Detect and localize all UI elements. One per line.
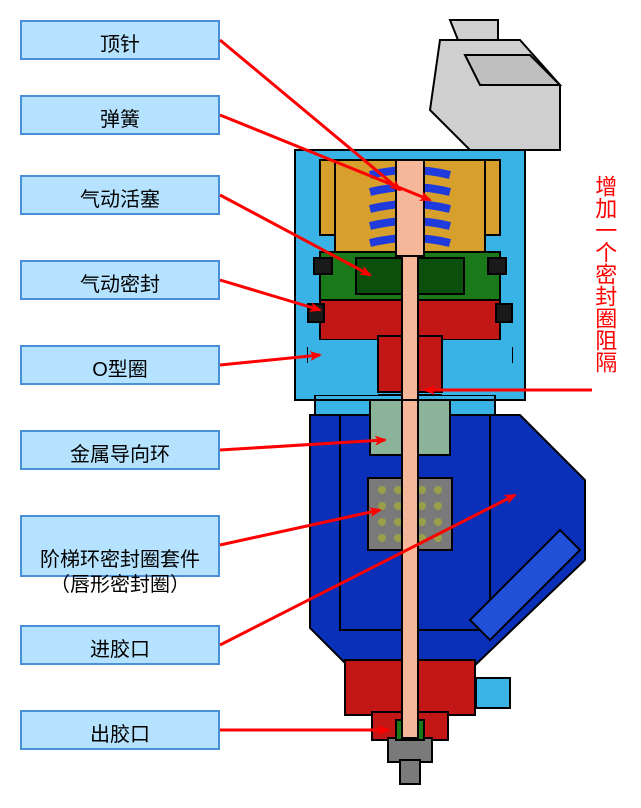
label-spring-text: 弹簧 [100,109,140,131]
part-pneu-seal-l [308,304,324,322]
arrow-pneu-piston [220,195,370,275]
label-o-ring-text: O型圈 [92,359,148,381]
label-glue-in: 进胶口 [20,625,220,665]
part-upper-body [295,150,525,415]
arrow-step-seal [220,510,380,545]
part-o-ring-r [498,348,512,362]
part-needle [402,252,418,738]
side-annotation: 增加一个密封圈阻隔 [592,175,616,373]
part-bottom-valve [345,660,475,740]
part-o-ring-l [308,348,322,362]
label-thimble-text: 顶针 [100,34,140,56]
arrow-guide-ring [220,440,385,450]
part-pneu-seal-r [496,304,512,322]
label-pneu-seal-text: 气动密封 [80,274,160,296]
label-glue-out-text: 出胶口 [90,724,150,746]
part-spring [370,170,450,243]
label-step-seal-text: 阶梯环密封圈套件 （唇形密封圈） [40,549,200,596]
arrow-glue-in [220,495,515,645]
label-pneu-seal: 气动密封 [20,260,220,300]
part-inlet-bore [470,530,580,640]
arrow-thimble [220,40,400,190]
arrow-pneu-seal [220,280,320,310]
label-pneu-piston: 气动活塞 [20,175,220,215]
part-lower-body [310,415,585,670]
part-piston [314,252,506,300]
label-glue-in-text: 进胶口 [90,639,150,661]
part-guide-ring [370,400,450,455]
arrow-spring [220,115,430,200]
label-step-seal: 阶梯环密封圈套件 （唇形密封圈） [20,515,220,577]
label-thimble: 顶针 [20,20,220,60]
part-bottom-fitting [476,678,510,708]
part-step-seal [368,478,452,550]
side-annotation-text: 增加一个密封圈阻隔 [592,175,617,373]
arrow-o-ring [220,355,320,365]
label-pneu-piston-text: 气动活塞 [80,189,160,211]
label-guide-ring-text: 金属导向环 [70,444,170,466]
part-nozzle [388,720,432,784]
label-guide-ring: 金属导向环 [20,430,220,470]
label-o-ring: O型圈 [20,345,220,385]
part-top-cap [430,20,560,150]
label-glue-out: 出胶口 [20,710,220,750]
part-red-block [320,300,500,392]
label-spring: 弹簧 [20,95,220,135]
part-spring-housing [320,160,500,252]
